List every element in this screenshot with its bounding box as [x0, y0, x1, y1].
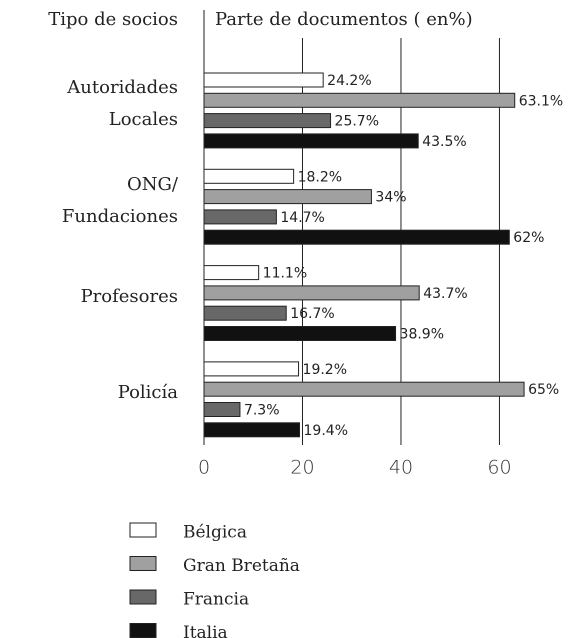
- value-label: 63.1%: [519, 93, 563, 109]
- bar: [203, 168, 295, 184]
- bar: [203, 361, 300, 377]
- bar: [203, 133, 419, 149]
- value-label: 19.4%: [304, 423, 348, 439]
- legend-label: Francia: [183, 590, 249, 610]
- legend-label: Bélgica: [183, 523, 247, 543]
- category-label: Profesores: [80, 286, 178, 308]
- bar: [203, 189, 372, 205]
- value-label: 38.9%: [400, 327, 444, 343]
- bar: [203, 285, 420, 301]
- value-label: 7.3%: [244, 403, 280, 419]
- bar: [203, 72, 324, 88]
- value-label: 65%: [528, 382, 559, 398]
- legend-swatch: [129, 623, 157, 638]
- value-label: 11.1%: [263, 266, 307, 282]
- legend-label: Gran Bretaña: [183, 556, 300, 576]
- value-label: 34%: [375, 190, 406, 206]
- x-tick-label: 40: [389, 457, 413, 479]
- bar: [203, 92, 516, 108]
- bar: [203, 113, 332, 129]
- legend-label: Italia: [183, 623, 228, 638]
- value-label: 25.7%: [335, 114, 379, 130]
- bar: [203, 209, 277, 225]
- bar: [203, 422, 301, 438]
- x-tick-label: 0: [198, 457, 210, 479]
- value-label: 18.2%: [298, 169, 342, 185]
- x-tick-label: 20: [290, 457, 314, 479]
- bar: [203, 402, 241, 417]
- y-axis-label: Tipo de socios: [48, 9, 178, 30]
- value-label: 62%: [513, 230, 544, 246]
- bar: [203, 326, 397, 341]
- value-label: 43.5%: [422, 134, 466, 150]
- x-tick-label: 60: [487, 457, 511, 479]
- value-label: 19.2%: [303, 362, 347, 378]
- legend-swatch: [129, 522, 157, 538]
- legend-swatch: [129, 556, 157, 571]
- category-label: ONG/ Fundaciones: [61, 173, 178, 227]
- bar: [203, 305, 287, 321]
- bar: [203, 381, 525, 397]
- category-label: Policía: [117, 382, 178, 404]
- bar: [203, 229, 510, 245]
- category-label: Autoridades Locales: [67, 77, 178, 131]
- bar: [203, 265, 260, 281]
- legend-swatch: [129, 589, 157, 605]
- x-axis-label: Parte de documentos ( en%): [215, 9, 473, 30]
- value-label: 16.7%: [290, 306, 334, 322]
- value-label: 14.7%: [280, 210, 324, 226]
- value-label: 43.7%: [423, 286, 467, 302]
- value-label: 24.2%: [327, 73, 371, 89]
